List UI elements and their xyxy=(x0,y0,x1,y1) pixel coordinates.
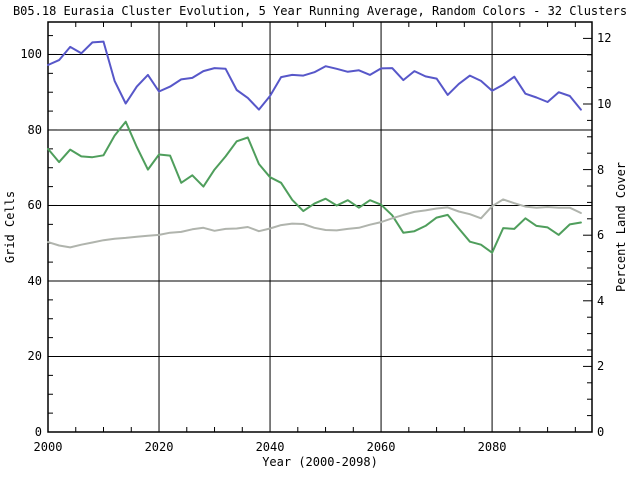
y-right-tick-label: 12 xyxy=(597,31,612,46)
x-tick-label: 2040 xyxy=(255,440,285,454)
y-left-tick-label: 40 xyxy=(27,273,42,288)
y-left-tick-label: 0 xyxy=(34,425,42,439)
series-cluster-green xyxy=(47,120,582,254)
x-tick-label: 2020 xyxy=(144,440,174,454)
y-right-tick-label: 2 xyxy=(597,359,605,374)
y-right-tick-label: 0 xyxy=(597,425,605,439)
chart-title: B05.18 Eurasia Cluster Evolution, 5 Year… xyxy=(12,4,628,18)
y-right-tick-label: 4 xyxy=(597,293,605,308)
plot-frame xyxy=(47,21,593,433)
series-cluster-blue xyxy=(47,40,582,111)
y-right-tick-label: 10 xyxy=(597,97,612,111)
x-tick-label: 2000 xyxy=(33,440,63,454)
x-tick-label: 2060 xyxy=(366,440,396,454)
y-right-tick-label: 6 xyxy=(597,228,605,243)
y-left-tick-label: 80 xyxy=(27,122,42,137)
y-axis-label-left: Grid Cells xyxy=(3,190,17,264)
x-axis-label: Year (2000-2098) xyxy=(262,455,378,469)
y-left-tick-label: 20 xyxy=(27,349,42,364)
y-axis-label-right: Percent Land Cover xyxy=(614,161,628,293)
x-tick-label: 2080 xyxy=(477,440,507,454)
series-cluster-gray xyxy=(47,198,582,249)
y-right-tick-label: 8 xyxy=(597,162,605,177)
y-left-tick-label: 100 xyxy=(20,47,42,62)
y-left-tick-label: 60 xyxy=(27,198,42,213)
